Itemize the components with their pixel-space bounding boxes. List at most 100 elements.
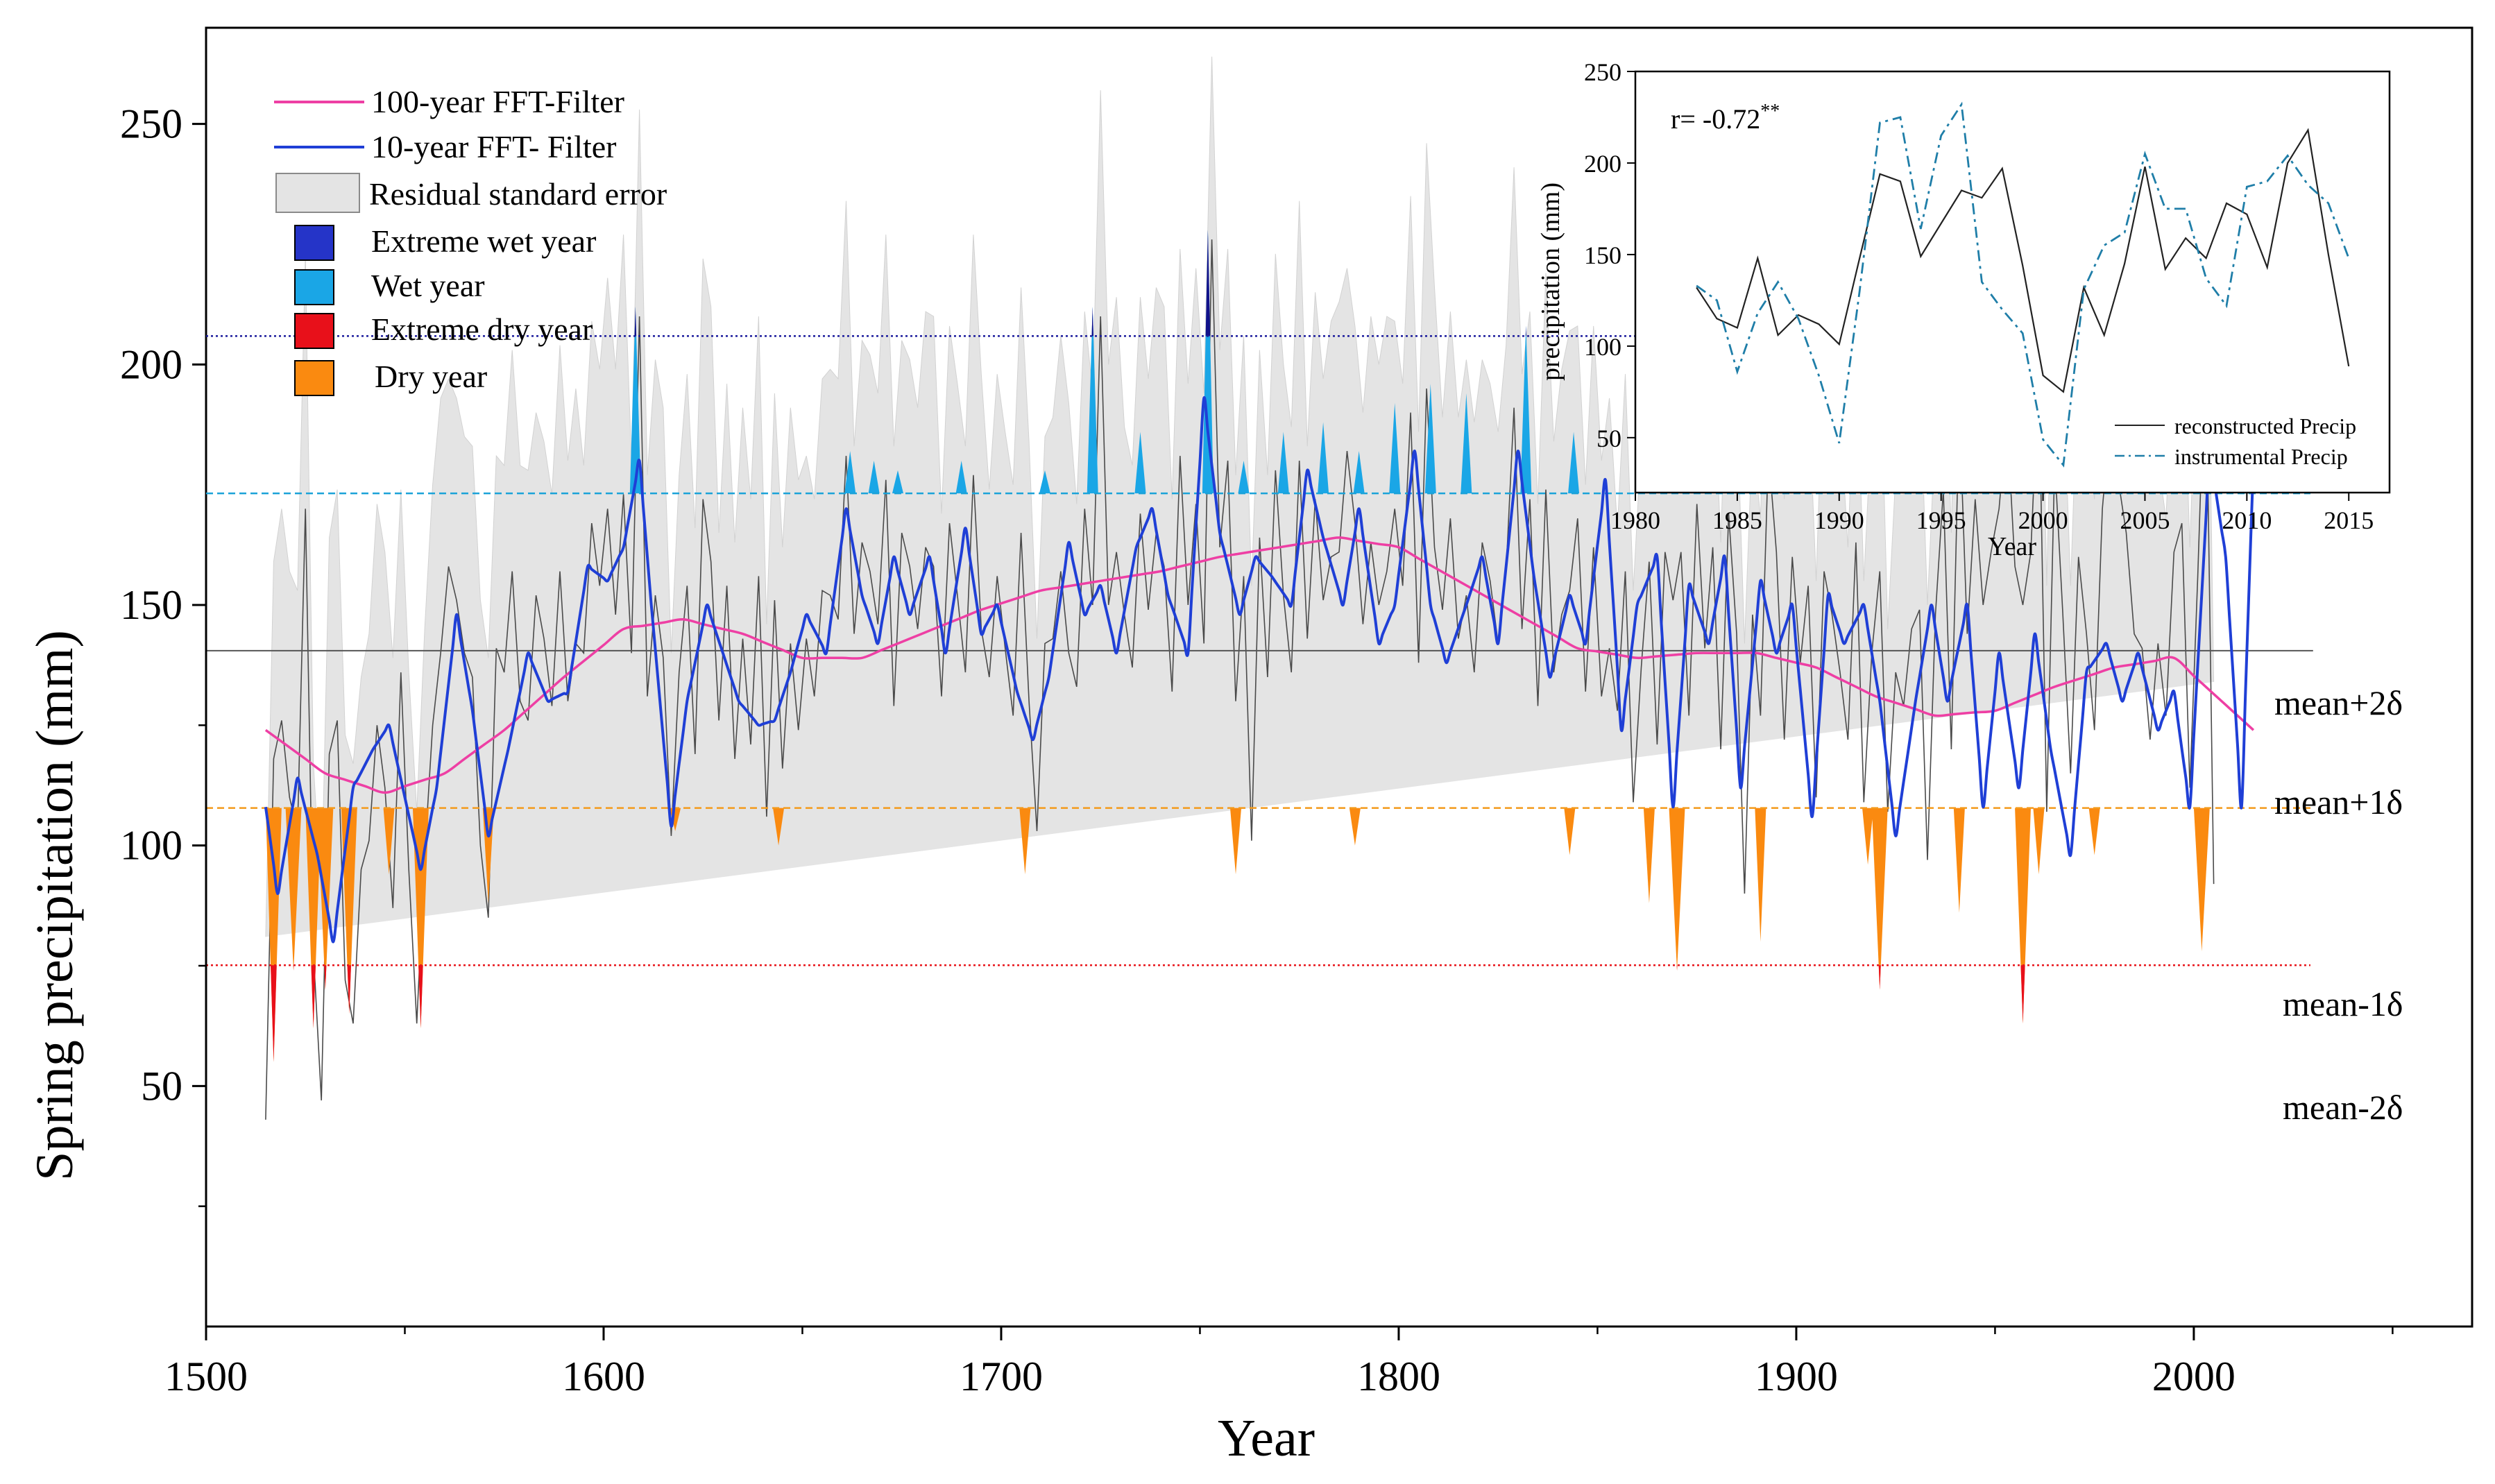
inset-x-tick-label-2000: 2000 (2018, 506, 2068, 534)
dry-event-1517 (265, 808, 282, 1062)
inset-x-tick-label-2015: 2015 (2324, 506, 2374, 534)
label-mean-plus-1sd: mean+1δ (2274, 783, 2403, 821)
wet-event-1690 (955, 461, 967, 494)
wet-event-1761 (1238, 461, 1250, 494)
inset-x-tick-label-1980: 1980 (1610, 506, 1660, 534)
inset-legend-label-instr: instrumental Precip (2174, 444, 2348, 469)
wet-event-1790 (1353, 451, 1365, 494)
extreme-dry-event-1536 (347, 965, 351, 1014)
extreme-dry-event-1517 (271, 965, 277, 1062)
dry-event-1921 (1871, 808, 1888, 990)
inset-legend-label-recon: reconstructed Precip (2174, 413, 2356, 438)
dry-event-1546 (383, 808, 395, 875)
inset-y-axis: 50 100 150 200 250 (1584, 58, 1635, 452)
dry-event-1863 (1643, 808, 1655, 903)
dry-event-1759 (1230, 808, 1242, 875)
inset-x-tick-label-2010: 2010 (2222, 506, 2272, 534)
dry-event-1975 (2088, 808, 2100, 855)
inset-series-instrumental (1696, 101, 2350, 468)
inset-x-axis: 1980 1985 1990 1995 2000 2005 2010 2015 (1610, 493, 2374, 534)
inset-y-tick-label-100: 100 (1584, 333, 1621, 361)
main-plot-area (206, 56, 2313, 1120)
filter-curves (264, 396, 2255, 944)
legend-label-wet: Wet year (371, 268, 485, 303)
main-x-axis: 1500 1600 1700 1800 1900 2000 (164, 1327, 2394, 1399)
inset-x-tick-label-1985: 1985 (1712, 506, 1762, 534)
legend-swatch-extreme-wet (294, 225, 334, 261)
dry-event-1957 (2015, 808, 2031, 1024)
wet-event-1844 (1568, 432, 1580, 494)
x-tick-label-1500: 1500 (164, 1354, 248, 1399)
extreme-dry-event-1554 (418, 965, 423, 1029)
wet-event-1608 (629, 307, 641, 494)
inset-correlation-annotation: r= -0.72** (1671, 101, 1780, 135)
main-y-axis-label: Spring precipitation (mm) (26, 630, 84, 1181)
y-tick-label-150: 150 (120, 582, 182, 628)
dry-event-1789 (1349, 808, 1361, 846)
extreme-wet-event-1723 (1091, 307, 1094, 336)
dry-event-1918 (1862, 808, 1874, 865)
dry-event-1522 (285, 808, 302, 971)
inset-x-tick-label-1995: 1995 (1916, 506, 1966, 534)
dry-event-1961 (2033, 808, 2045, 875)
x-tick-label-1800: 1800 (1357, 1354, 1440, 1399)
label-mean-minus-2sd: mean-2δ (2283, 1088, 2403, 1127)
inset-y-tick-label-150: 150 (1584, 241, 1621, 269)
extreme-dry-event-1957 (2020, 965, 2025, 1024)
inset-x-tick-label-1990: 1990 (1814, 506, 1864, 534)
y-tick-label-250: 250 (120, 101, 182, 147)
inset-y-tick-label-250: 250 (1584, 58, 1621, 86)
wet-event-1781 (1318, 422, 1329, 494)
main-y-axis: 50 100 150 200 250 (120, 101, 207, 1327)
dry-event-1706 (1019, 808, 1031, 875)
filter-10yr-curve (264, 396, 2255, 944)
legend-swatch-dry (294, 360, 334, 396)
legend-label-extreme-dry: Extreme dry year (371, 312, 593, 347)
label-mean-minus-1sd: mean-1δ (2283, 984, 2403, 1023)
wet-event-1711 (1039, 470, 1051, 494)
inset-frame (1634, 70, 2391, 494)
extreme-dry-event-1870 (1676, 965, 1678, 971)
filter-100yr-curve (264, 536, 2255, 794)
inset-y-tick-label-200: 200 (1584, 150, 1621, 178)
wet-event-1771 (1277, 432, 1289, 494)
dry-event-1891 (1755, 808, 1766, 942)
dry-event-2002 (2193, 808, 2210, 952)
dry-event-1644 (773, 808, 785, 846)
wet-event-1662 (844, 451, 856, 494)
wet-event-1674 (892, 470, 904, 494)
extreme-wet-event-1752 (1205, 230, 1211, 336)
wet-event-1668 (868, 461, 880, 494)
wet-event-1832 (1520, 325, 1532, 494)
wet-event-1799 (1389, 402, 1401, 494)
y-tick-label-200: 200 (120, 341, 182, 387)
wet-event-1817 (1461, 393, 1472, 494)
extreme-dry-event-1530 (324, 965, 327, 990)
wet-event-1723 (1087, 307, 1098, 494)
legend-swatch-residual-band (275, 173, 360, 213)
main-x-axis-label: Year (1218, 1409, 1315, 1467)
inset-chart: 1980 1985 1990 1995 2000 2005 2010 2015 50 100 15… (1536, 58, 2391, 561)
inset-series (1696, 101, 2350, 468)
main-legend: 100-year FFT-Filter 10-year FFT- Filter … (274, 84, 667, 396)
wet-event-1752 (1202, 230, 1214, 494)
legend-swatch-wet (294, 269, 334, 305)
dry-event-1554 (412, 808, 429, 1029)
inset-series-reconstructed (1696, 128, 2350, 393)
x-tick-label-1900: 1900 (1755, 1354, 1838, 1399)
x-tick-label-2000: 2000 (2152, 1354, 2236, 1399)
label-mean-plus-2sd: mean+2δ (2274, 683, 2403, 722)
inset-y-tick-label-50: 50 (1596, 425, 1621, 452)
inset-x-axis-label: Year (1988, 532, 2036, 561)
legend-label-filter100: 100-year FFT-Filter (371, 84, 624, 119)
extreme-wet-event-1608 (634, 307, 637, 336)
legend-swatch-extreme-dry (294, 313, 334, 349)
extreme-dry-event-1921 (1878, 965, 1881, 990)
inset-y-axis-label: precipitation (mm) (1536, 182, 1565, 381)
dry-event-1941 (1953, 808, 1965, 913)
wet-event-1735 (1134, 432, 1146, 494)
dry-event-1870 (1669, 808, 1685, 971)
wet-event-1808 (1424, 384, 1436, 494)
extreme-dry-event-1527 (311, 965, 316, 1029)
